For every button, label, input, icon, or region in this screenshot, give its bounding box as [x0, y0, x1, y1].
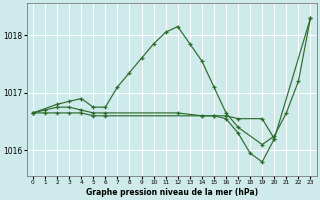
- X-axis label: Graphe pression niveau de la mer (hPa): Graphe pression niveau de la mer (hPa): [86, 188, 258, 197]
